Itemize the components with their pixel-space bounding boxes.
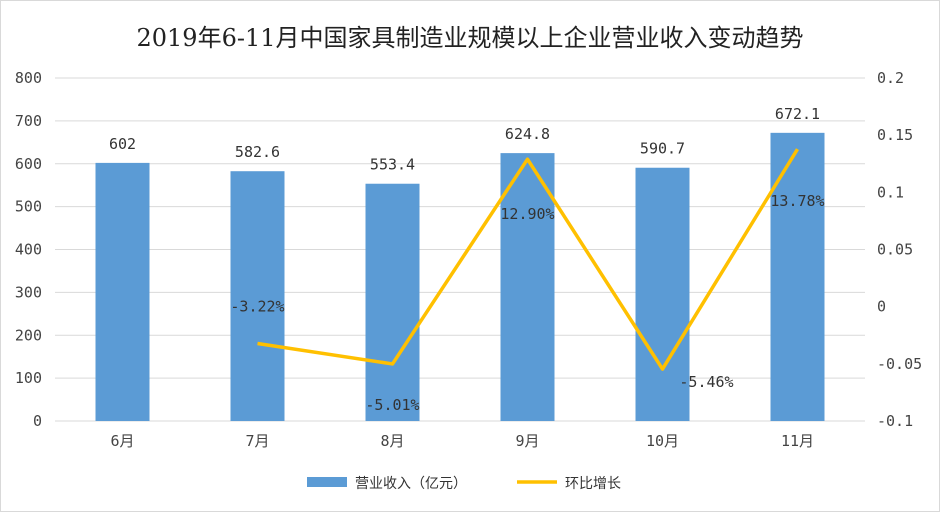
y-left-tick-label: 600 bbox=[15, 155, 42, 173]
line-data-label: 13.78% bbox=[770, 192, 824, 210]
x-tick-label: 9月 bbox=[515, 432, 539, 450]
chart-title: 2019年6-11月中国家具制造业规模以上企业营业收入变动趋势 bbox=[136, 24, 804, 52]
y-right-tick-label: -0.1 bbox=[877, 412, 913, 430]
y-left-tick-label: 500 bbox=[15, 198, 42, 216]
legend-bar-swatch bbox=[307, 477, 347, 487]
growth-line bbox=[257, 148, 799, 371]
y-left-tick-label: 200 bbox=[15, 326, 42, 344]
x-tick-label: 10月 bbox=[646, 432, 679, 450]
bar bbox=[230, 171, 285, 421]
line-data-label: -5.46% bbox=[679, 373, 733, 391]
x-tick-label: 11月 bbox=[781, 432, 814, 450]
bar-data-label: 602 bbox=[109, 135, 136, 153]
y-right-tick-label: 0.15 bbox=[877, 126, 913, 144]
bar bbox=[95, 162, 150, 421]
y-left-tick-label: 0 bbox=[33, 412, 42, 430]
y-left-tick-label: 300 bbox=[15, 283, 42, 301]
bar bbox=[635, 167, 690, 421]
legend-line-label: 环比增长 bbox=[565, 476, 621, 492]
y-right-tick-label: -0.05 bbox=[877, 355, 922, 373]
bar bbox=[365, 183, 420, 421]
bar bbox=[770, 132, 825, 421]
y-right-tick-label: 0.1 bbox=[877, 183, 904, 201]
line-data-label: -5.01% bbox=[365, 396, 419, 414]
line-data-label: 12.90% bbox=[500, 205, 554, 223]
bar-data-label: 582.6 bbox=[235, 143, 280, 161]
y-right-tick-label: 0.2 bbox=[877, 69, 904, 87]
y-left-tick-label: 700 bbox=[15, 112, 42, 130]
x-tick-label: 7月 bbox=[245, 432, 269, 450]
x-tick-label: 8月 bbox=[380, 432, 404, 450]
bar-data-label: 624.8 bbox=[505, 125, 550, 143]
y-left-tick-label: 400 bbox=[15, 241, 42, 259]
bar-data-label: 672.1 bbox=[775, 105, 820, 123]
y-left-tick-label: 100 bbox=[15, 369, 42, 387]
bar-data-label: 590.7 bbox=[640, 140, 685, 158]
line-data-label: -3.22% bbox=[230, 297, 284, 315]
bar-data-label: 553.4 bbox=[370, 156, 415, 174]
bar bbox=[500, 153, 555, 421]
x-tick-label: 6月 bbox=[110, 432, 134, 450]
legend-bar-label: 营业收入（亿元） bbox=[355, 476, 467, 492]
y-right-tick-label: 0.05 bbox=[877, 241, 913, 259]
y-right-tick-label: 0 bbox=[877, 298, 886, 316]
y-left-tick-label: 800 bbox=[15, 69, 42, 87]
